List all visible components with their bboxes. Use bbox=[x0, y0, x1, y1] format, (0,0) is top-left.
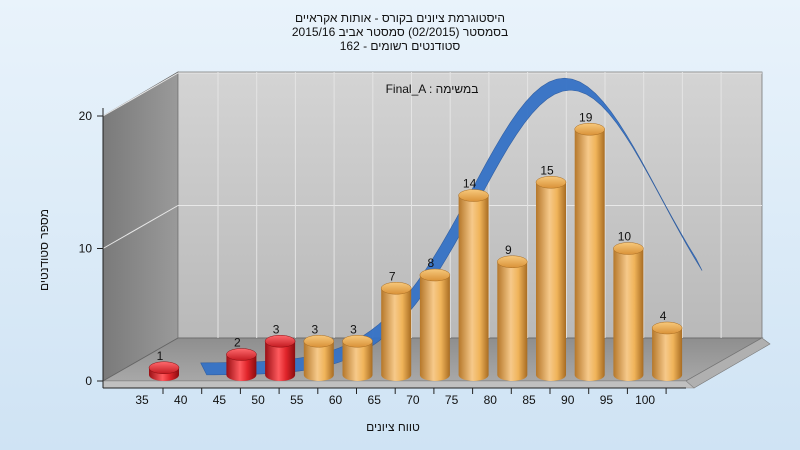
bar-cap bbox=[458, 189, 489, 202]
bar-cap bbox=[226, 348, 257, 361]
bar-cap bbox=[148, 361, 180, 374]
bar-100 bbox=[651, 321, 683, 381]
bar-cap bbox=[342, 335, 373, 348]
bars: 1 2 3 3 3 7 8 14 9 15 19 10 4 bbox=[148, 110, 683, 381]
bar-label-60: 3 bbox=[350, 322, 357, 336]
bar-85 bbox=[535, 176, 567, 381]
bar-body bbox=[536, 182, 566, 381]
bar-body bbox=[226, 354, 257, 381]
bar-cap bbox=[574, 123, 605, 136]
x-tick-label-100: 100 bbox=[635, 393, 655, 407]
bar-65 bbox=[380, 282, 412, 381]
bar-label-90: 19 bbox=[579, 110, 593, 124]
y-tick-label-20: 20 bbox=[79, 109, 93, 123]
bar-cap bbox=[651, 321, 683, 335]
bar-body bbox=[303, 341, 334, 381]
x-tick-label-40: 40 bbox=[174, 393, 188, 407]
bar-body bbox=[497, 261, 528, 381]
bar-label-55: 3 bbox=[311, 322, 318, 336]
bar-75 bbox=[458, 189, 489, 381]
x-axis-title: טווח ציונים bbox=[366, 420, 420, 434]
bar-body bbox=[419, 275, 450, 381]
bar-35 bbox=[148, 361, 180, 381]
bar-cap bbox=[380, 282, 412, 295]
x-tick-label-90: 90 bbox=[561, 393, 575, 407]
x-tick-label-75: 75 bbox=[445, 393, 459, 407]
gridlines bbox=[102, 72, 762, 338]
title-line-2: בסמסטר (02/2015) סמסטר אביב 2015/16 bbox=[292, 25, 508, 39]
bar-label-95: 10 bbox=[618, 230, 632, 244]
y-gridline-side bbox=[102, 72, 179, 117]
bar-cap bbox=[497, 255, 528, 268]
bar-cap bbox=[535, 176, 567, 189]
bar-80 bbox=[497, 255, 528, 381]
bar-body bbox=[265, 341, 296, 381]
bar-body bbox=[381, 288, 412, 381]
bar-label-85: 15 bbox=[540, 163, 554, 177]
bar-label-35: 1 bbox=[157, 349, 164, 363]
y-tick-label-0: 0 bbox=[85, 374, 92, 388]
x-tick-label-70: 70 bbox=[406, 393, 420, 407]
task-annotation: Final_A : במשימה bbox=[386, 82, 479, 96]
bar-label-65: 7 bbox=[389, 269, 396, 283]
title-line-1: היסטוגרמת ציונים בקורס - אותות אקראיים bbox=[295, 11, 505, 25]
bar-body bbox=[342, 341, 373, 381]
y-axis-title: מספר סטודנטים bbox=[37, 209, 51, 291]
y-gridline-side bbox=[102, 205, 179, 249]
x-tick-label-55: 55 bbox=[290, 393, 304, 407]
x-tick-label-60: 60 bbox=[329, 393, 343, 407]
x-tick-label-95: 95 bbox=[600, 393, 614, 407]
x-tick-label-50: 50 bbox=[251, 393, 265, 407]
bar-70 bbox=[419, 268, 451, 381]
bar-cap bbox=[303, 335, 335, 348]
bar-95 bbox=[613, 242, 644, 381]
bar-body bbox=[458, 195, 489, 381]
bar-90 bbox=[574, 123, 605, 381]
x-tick-label-80: 80 bbox=[484, 393, 498, 407]
chart-title: היסטוגרמת ציונים בקורס - אותות אקראיים ב… bbox=[292, 11, 508, 53]
front-ledge bbox=[102, 380, 695, 389]
bar-cap bbox=[419, 268, 451, 282]
x-tick-label-45: 45 bbox=[213, 393, 227, 407]
bar-50 bbox=[264, 335, 296, 381]
bar-body bbox=[574, 129, 605, 381]
x-tick-label-35: 35 bbox=[135, 393, 149, 407]
bar-body bbox=[652, 328, 683, 381]
bar-45 bbox=[226, 348, 257, 381]
bar-label-75: 14 bbox=[463, 177, 477, 191]
bar-label-45: 2 bbox=[234, 336, 241, 350]
bar-body bbox=[613, 248, 644, 381]
x-tick-label-85: 85 bbox=[522, 393, 536, 407]
bar-55 bbox=[303, 335, 335, 381]
bar-label-70: 8 bbox=[428, 256, 435, 270]
axes: 0 10 20 35 40 45 50 55 60 65 70 75 80 85 90 95 100 bbox=[79, 108, 686, 407]
bar-label-50: 3 bbox=[273, 322, 280, 336]
bar-cap bbox=[613, 242, 644, 255]
y-tick-label-10: 10 bbox=[79, 242, 93, 256]
bar-cap bbox=[264, 335, 296, 348]
bar-60 bbox=[342, 335, 373, 381]
bar-label-80: 9 bbox=[505, 243, 512, 257]
x-tick-label-65: 65 bbox=[368, 393, 382, 407]
title-line-3: 162 - סטודנטים רשומים bbox=[340, 39, 461, 53]
bar-label-100: 4 bbox=[660, 309, 667, 323]
